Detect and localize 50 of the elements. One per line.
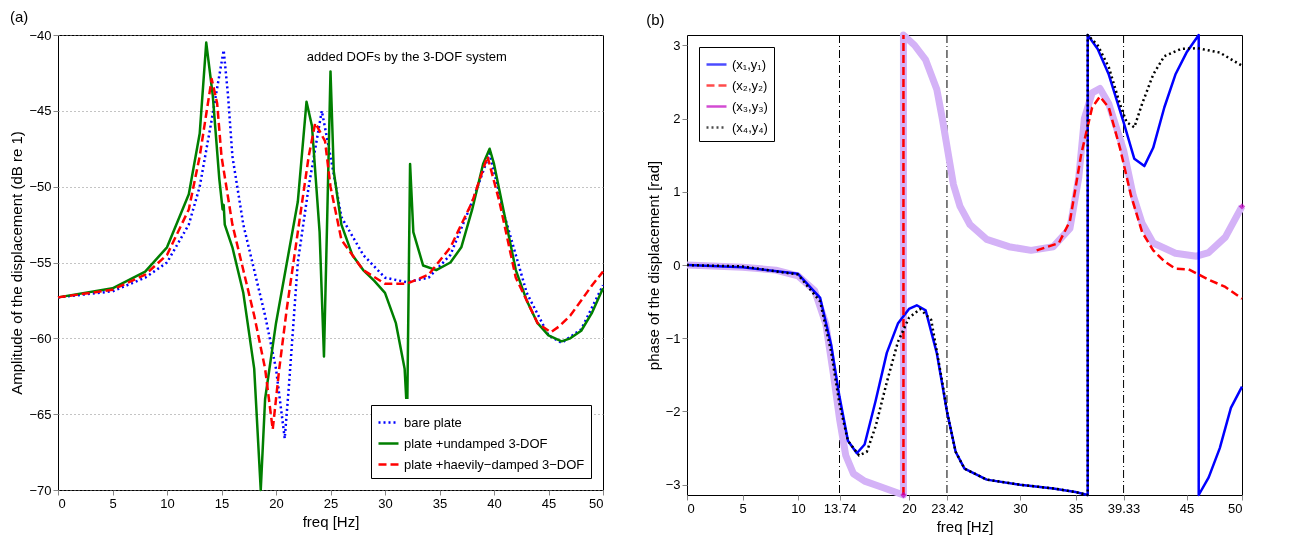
legend-label: (x₄,y₄) [732,119,768,135]
chart-title: (a) [9,8,29,25]
y-tick-label: −50 [29,179,52,195]
x-tick-label: 15 [214,495,230,511]
x-tick-label: 5 [109,495,117,511]
x-tick-label: 13.74 [823,500,857,516]
x-tick-label: 45 [1179,500,1195,516]
legend-label: plate +haevily−damped 3−DOF [404,456,585,472]
x-tick-label: 30 [1013,500,1028,516]
legend-label: (x₂,y₂) [732,77,768,93]
y-tick-label: −60 [29,330,52,346]
x-tick-label: 0 [58,495,66,511]
x-tick-label: 45 [541,495,557,511]
x-tick-label: 20 [269,495,284,511]
x-tick-label: 40 [487,495,502,511]
x-tick-label: 50 [1228,500,1243,516]
y-tick-label: −1 [665,330,681,346]
annotation: added DOFs by the 3-DOF system [306,49,507,64]
x-axis-title: freq [Hz] [302,512,360,530]
y-tick-label: 1 [673,184,681,200]
legend-label: (x₃,y₃) [732,98,768,114]
x-tick-label: 25 [323,495,339,511]
x-tick-label: 39.33 [1107,500,1141,516]
chart-title: (b) [646,10,665,28]
legend-label: plate +undamped 3-DOF [404,435,548,451]
y-tick-label: −2 [665,404,681,419]
y-tick-label: 3 [673,37,681,53]
x-tick-label: 5 [739,500,747,516]
x-tick-label: 0 [687,500,695,516]
legend-label: (x₁,y₁) [732,56,767,72]
legend-label: bare plate [404,414,462,430]
x-tick-label: 50 [589,495,604,511]
x-tick-label: 35 [432,495,448,511]
y-tick-label: 2 [673,111,681,126]
y-tick-label: −3 [665,477,681,493]
x-tick-label: 30 [378,495,393,511]
x-tick-label: 10 [160,495,175,511]
x-axis-title: freq [Hz] [936,517,994,535]
x-tick-label: 10 [791,500,806,516]
y-tick-label: −45 [29,103,52,119]
x-tick-label: 20 [902,500,917,516]
y-tick-label: 0 [673,257,681,273]
y-tick-label: −70 [29,482,52,498]
y-axis-title: Amplitude of the displacement (dB re 1) [8,131,26,395]
y-tick-label: −65 [29,406,52,422]
y-axis-title: phase of the displacement [rad] [644,160,662,371]
x-tick-label: 35 [1068,500,1084,516]
x-tick-label: 23.42 [931,500,964,516]
y-tick-label: −40 [29,27,52,43]
y-tick-label: −55 [29,255,52,270]
